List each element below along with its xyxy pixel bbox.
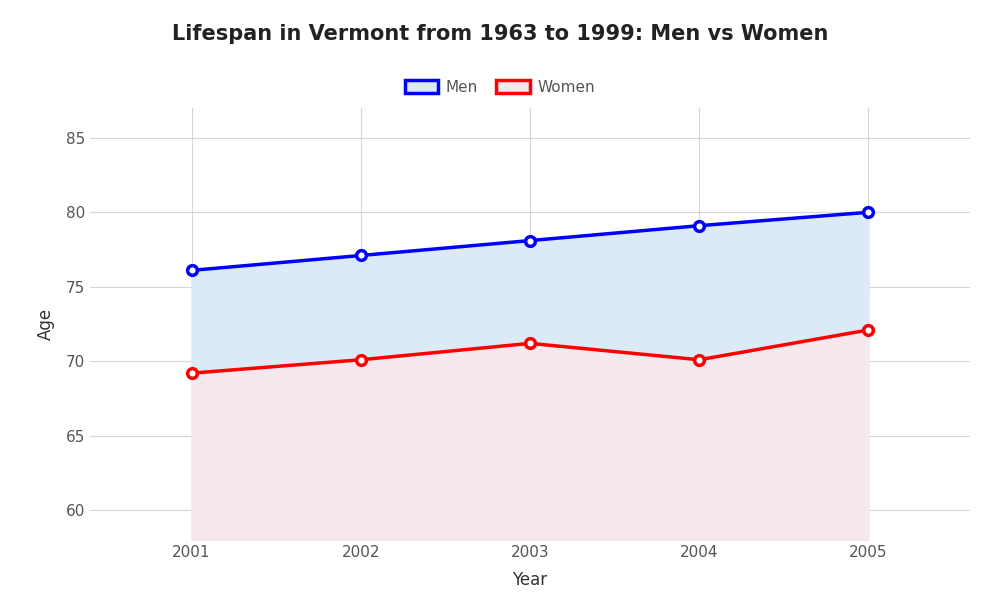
Y-axis label: Age: Age [37, 308, 55, 340]
X-axis label: Year: Year [512, 571, 548, 589]
Text: Lifespan in Vermont from 1963 to 1999: Men vs Women: Lifespan in Vermont from 1963 to 1999: M… [172, 24, 828, 44]
Legend: Men, Women: Men, Women [399, 74, 601, 101]
